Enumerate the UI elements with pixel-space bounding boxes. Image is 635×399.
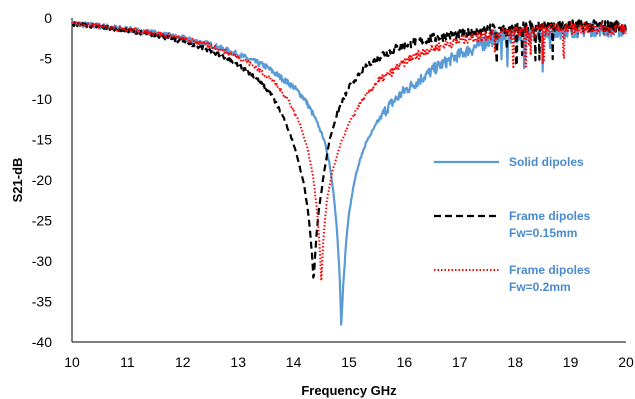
legend-label: Solid dipoles <box>509 155 584 169</box>
legend-label: Frame dipoles <box>509 209 591 223</box>
y-tick-label: -25 <box>32 213 52 229</box>
series-layer <box>70 18 627 326</box>
y-tick-label: -10 <box>32 91 52 107</box>
series-line <box>71 20 627 282</box>
legend-label: Fw=0.15mm <box>509 226 577 240</box>
legend-label: Frame dipoles <box>509 263 591 277</box>
x-tick-label: 17 <box>452 354 468 370</box>
x-tick-label: 10 <box>64 354 80 370</box>
y-tick-label: -40 <box>32 334 52 350</box>
y-tick-label: -30 <box>32 253 52 269</box>
legend: Solid dipoles Frame dipoles Fw=0.15mm Frame… <box>434 155 591 294</box>
x-tick-label: 13 <box>230 354 246 370</box>
x-tick-label: 20 <box>618 354 634 370</box>
x-tick-label: 14 <box>286 354 302 370</box>
y-tick-label: -35 <box>32 294 52 310</box>
x-tick-label: 11 <box>120 354 135 370</box>
y-tick-labels: 0 -5 -10 -15 -20 -25 -30 -35 -40 <box>32 10 52 350</box>
x-tick-label: 12 <box>175 354 191 370</box>
y-tick-label: -15 <box>32 132 52 148</box>
y-tick-label: -5 <box>40 51 53 67</box>
x-tick-label: 15 <box>341 354 357 370</box>
x-tick-label: 19 <box>563 354 579 370</box>
x-tick-label: 16 <box>397 354 413 370</box>
y-axis-title: S21-dB <box>10 158 25 203</box>
plot-area <box>71 18 626 343</box>
x-tick-label: 18 <box>507 354 523 370</box>
y-tick-label: -20 <box>32 172 52 188</box>
x-axis-title: Frequency GHz <box>301 383 397 398</box>
y-tick-label: 0 <box>44 10 52 26</box>
legend-label: Fw=0.2mm <box>509 280 571 294</box>
x-tick-labels: 10 11 12 13 14 15 16 17 18 19 20 <box>64 354 634 370</box>
